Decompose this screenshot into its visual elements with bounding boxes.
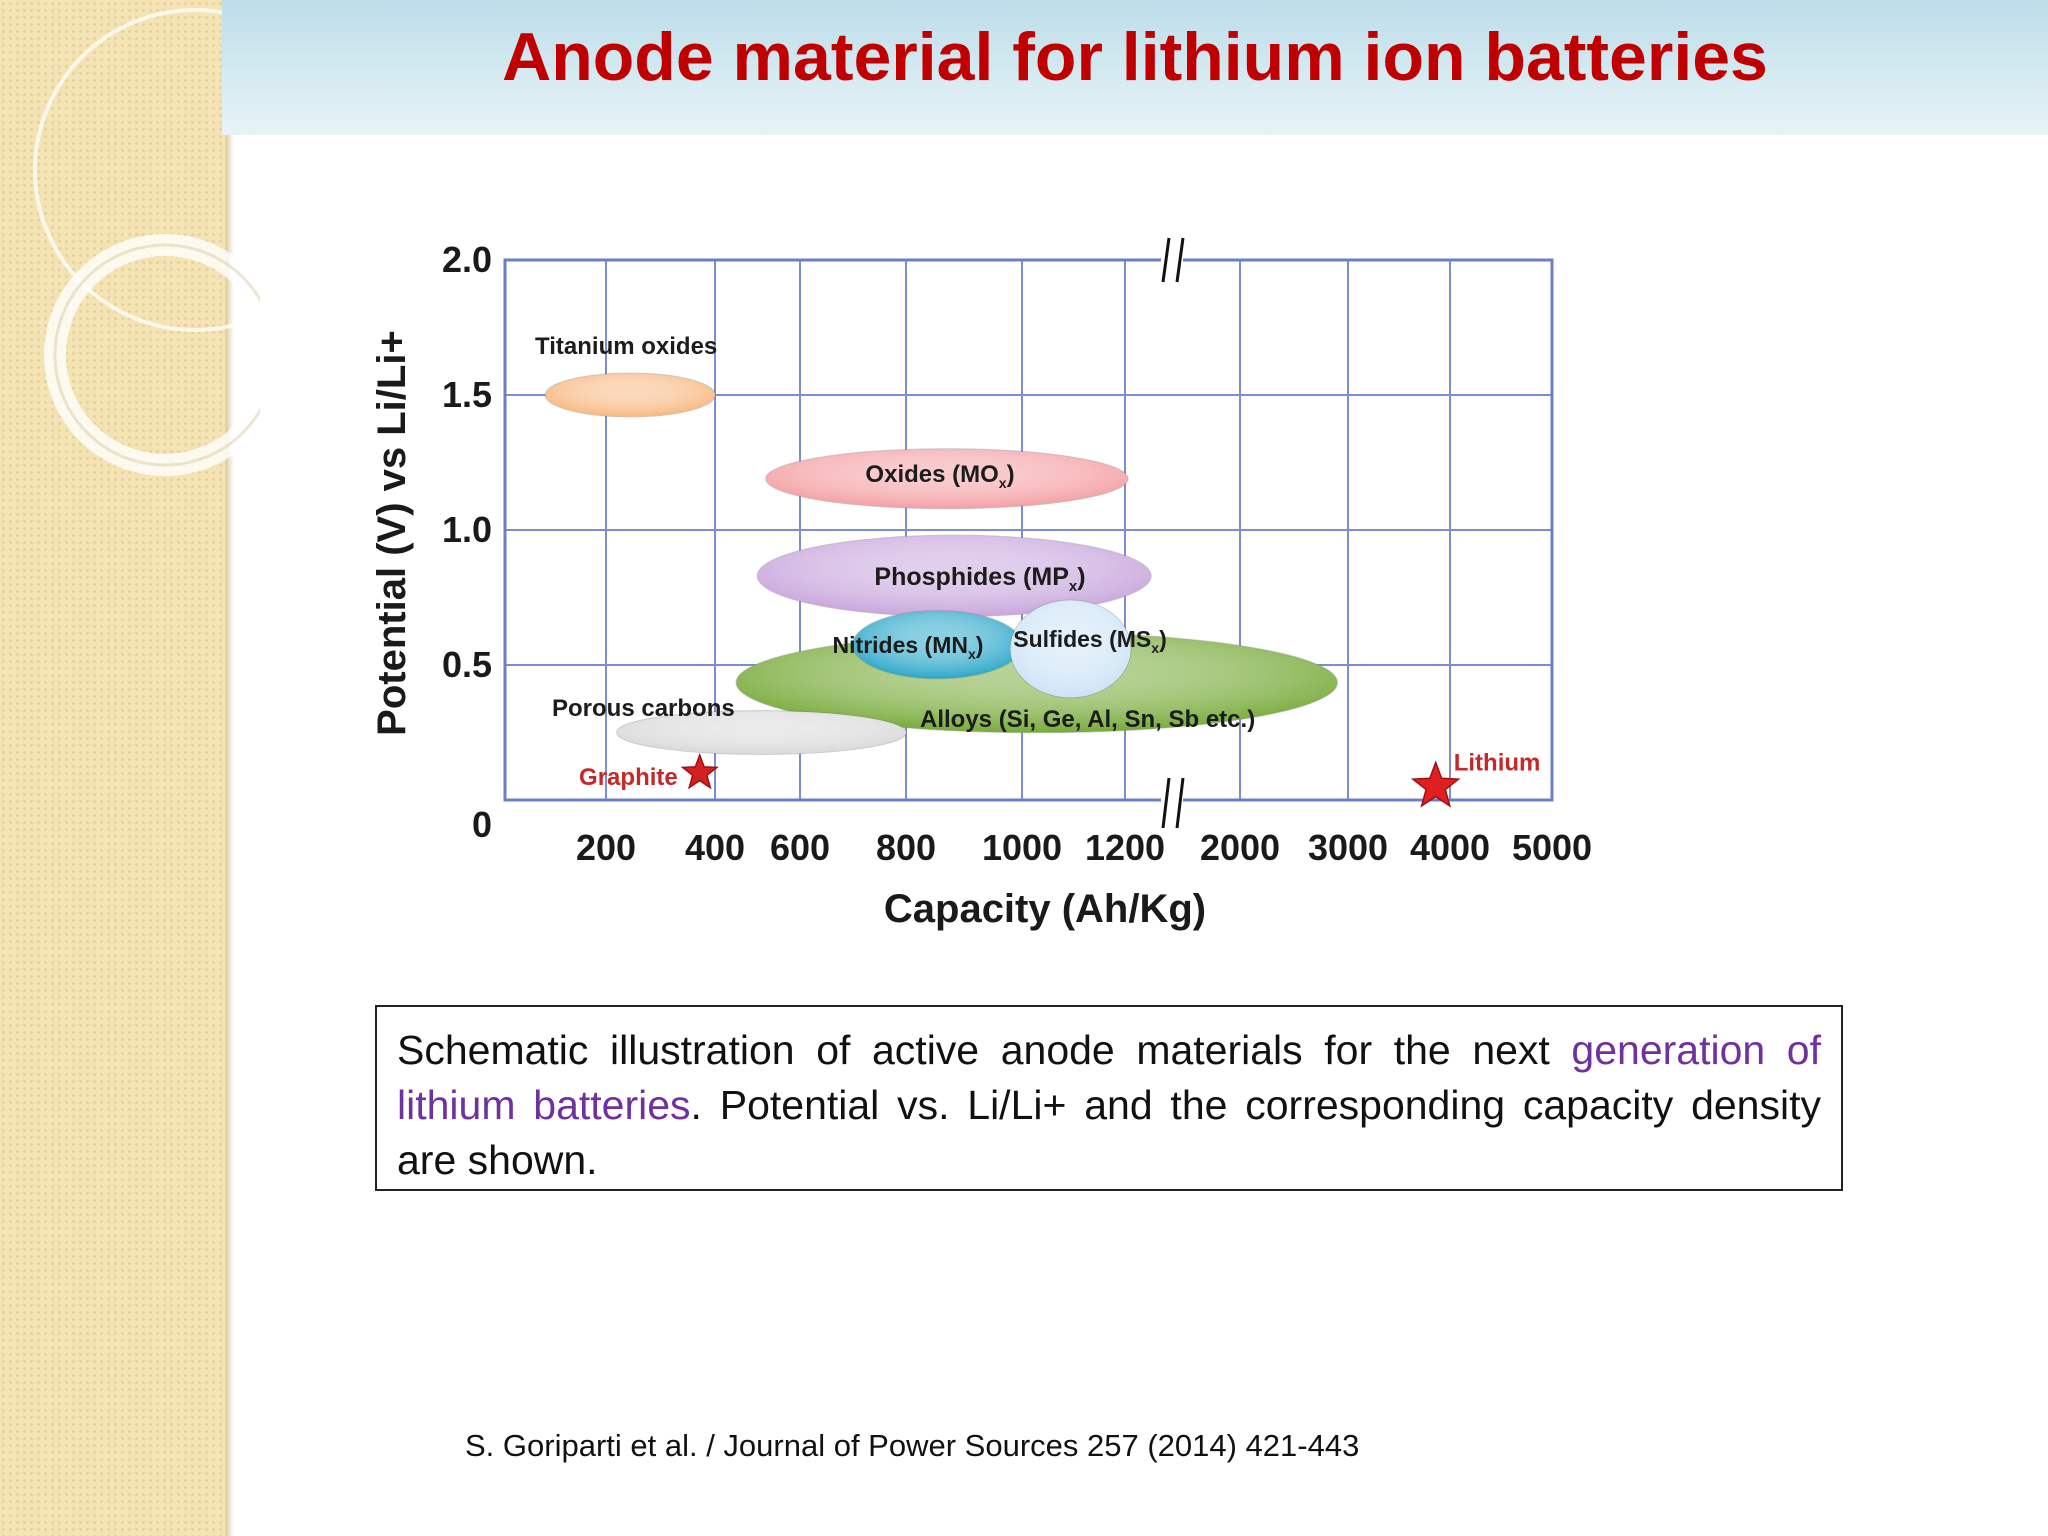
point-star-lithium bbox=[1410, 760, 1461, 808]
region-highlight bbox=[766, 449, 1128, 509]
chart-regions: Titanium oxides Oxides (MOx) Phosphides (M… bbox=[535, 333, 1338, 755]
chart-points: Graphite Lithium bbox=[579, 750, 1541, 808]
x-tick-label: 400 bbox=[685, 827, 745, 868]
region-label: Oxides (MOx) bbox=[865, 461, 1014, 491]
region-label: Alloys (Si, Ge, Al, Sn, Sb etc.) bbox=[920, 706, 1255, 733]
point-star-graphite bbox=[680, 752, 719, 790]
y-tick-label: 1.0 bbox=[442, 509, 492, 550]
y-axis-label: Potential (V) vs Li/Li+ bbox=[370, 330, 414, 736]
y-axis-label-main: Potential (V) vs Li/Li+ bbox=[370, 330, 414, 736]
point-label: Graphite bbox=[579, 764, 678, 791]
x-axis-label: Capacity (Ah/Kg) bbox=[884, 887, 1206, 931]
region-label: Porous carbons bbox=[552, 695, 735, 722]
caption-highlight: generation of lithium batteries bbox=[397, 1027, 1821, 1128]
region-label: Titanium oxides bbox=[535, 333, 717, 360]
x-tick-label: 4000 bbox=[1410, 827, 1490, 868]
region-label: Nitrides (MNx) bbox=[833, 632, 984, 662]
region-highlight bbox=[757, 535, 1151, 617]
axis-break-mark bbox=[1161, 237, 1171, 283]
citation: S. Goriparti et al. / Journal of Power S… bbox=[465, 1428, 1360, 1463]
y-tick-label: 2.0 bbox=[442, 239, 492, 280]
plot-frame bbox=[503, 258, 1554, 802]
axis-break-mark bbox=[1175, 777, 1185, 829]
sidebar-shadow bbox=[228, 0, 234, 1536]
x-tick-label: 200 bbox=[576, 827, 636, 868]
x-tick-label: 1000 bbox=[982, 827, 1062, 868]
region-highlight bbox=[853, 611, 1022, 679]
x-tick-label: 600 bbox=[770, 827, 830, 868]
sidebar-background bbox=[0, 0, 228, 1536]
x-tick-label: 1200 bbox=[1085, 827, 1165, 868]
y-tick-label: 1.5 bbox=[442, 374, 492, 415]
x-tick-label: 2000 bbox=[1200, 827, 1280, 868]
region-highlight bbox=[616, 710, 906, 755]
y-tick-label: 0.5 bbox=[442, 644, 492, 685]
axis-break-mark bbox=[1175, 237, 1185, 283]
x-tick-label: 800 bbox=[876, 827, 936, 868]
x-tick-label: 5000 bbox=[1512, 827, 1592, 868]
anode-materials-chart: Titanium oxides Oxides (MOx) Phosphides (M… bbox=[370, 237, 1592, 931]
region-highlight bbox=[545, 373, 715, 417]
x-tick-label: 3000 bbox=[1308, 827, 1388, 868]
title-bar: Anode material for lithium ion batteries bbox=[222, 0, 2048, 135]
region-label: Sulfides (MSx) bbox=[1013, 626, 1166, 656]
caption-box: Schematic illustration of active anode m… bbox=[375, 1005, 1843, 1191]
point-label: Lithium bbox=[1454, 750, 1541, 777]
y-tick-label: 0 bbox=[472, 804, 492, 845]
region-highlight bbox=[1010, 600, 1131, 698]
slide-title: Anode material for lithium ion batteries bbox=[502, 19, 1768, 95]
caption-text-start: Schematic illustration of active anode m… bbox=[397, 1027, 1572, 1073]
region-label: Phosphides (MPx) bbox=[874, 563, 1085, 595]
chart-axes: 200 400 600 800 1000 1200 2000 3000 4000 5000 0 0.5… bbox=[442, 237, 1592, 868]
axis-break-mark bbox=[1161, 777, 1171, 829]
caption-text-end: . Potential vs. Li/Li+ and the correspon… bbox=[397, 1082, 1821, 1183]
